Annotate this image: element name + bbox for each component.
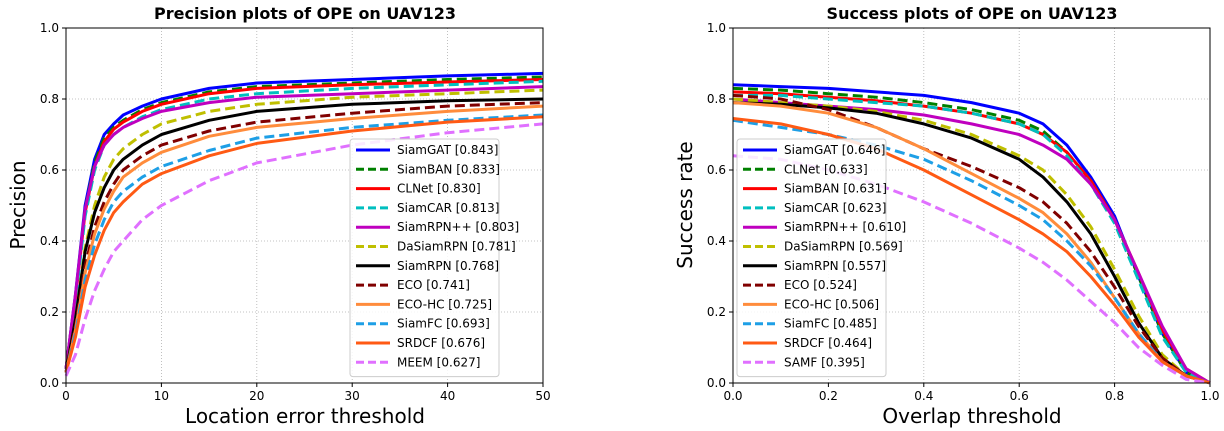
legend-label: ECO-HC [0.725]	[397, 297, 492, 311]
y-tick-label: 0.2	[707, 305, 726, 319]
legend-label: SAMF [0.395]	[784, 355, 865, 369]
series-line	[64, 122, 544, 377]
x-tick-label: 40	[440, 389, 455, 403]
success-chart: Success plots of OPE on UAV123 Overlap t…	[673, 4, 1220, 428]
legend-label: SiamFC [0.485]	[784, 317, 877, 331]
y-axis-label: Precision	[6, 160, 30, 249]
x-axis-label: Location error threshold	[185, 404, 425, 428]
series-line	[64, 97, 544, 373]
legend-label: DaSiamRPN [0.781]	[397, 240, 516, 254]
y-tick-label: 1.0	[40, 21, 59, 35]
legend-label: MEEM [0.627]	[397, 355, 480, 369]
x-tick-label: 10	[154, 389, 169, 403]
x-tick-label: 0.0	[723, 389, 742, 403]
y-tick-label: 0.0	[707, 376, 726, 390]
y-tick-label: 0.4	[707, 234, 726, 248]
x-axis-label: Overlap threshold	[882, 404, 1061, 428]
legend-label: SiamBAN [0.631]	[784, 182, 887, 196]
series-line	[64, 104, 544, 373]
series-line	[733, 93, 1211, 385]
legend-label: SiamGAT [0.646]	[784, 143, 885, 157]
legend-label: SiamRPN++ [0.803]	[397, 220, 519, 234]
x-tick-label: 30	[345, 389, 360, 403]
legend-label: SiamCAR [0.813]	[397, 201, 499, 215]
y-tick-label: 0.8	[40, 92, 59, 106]
y-tick-label: 0.8	[707, 92, 726, 106]
legend-label: SiamFC [0.693]	[397, 317, 490, 331]
x-tick-label: 0.8	[1105, 389, 1124, 403]
legend-label: ECO-HC [0.506]	[784, 297, 879, 311]
x-tick-label: 50	[535, 389, 550, 403]
x-tick-label: 0.4	[914, 389, 933, 403]
x-tick-label: 20	[249, 389, 264, 403]
legend-label: CLNet [0.633]	[784, 162, 868, 176]
y-tick-label: 0.6	[707, 163, 726, 177]
chart-title: Success plots of OPE on UAV123	[827, 4, 1118, 23]
x-tick-label: 1.0	[1200, 389, 1219, 403]
legend-label: DaSiamRPN [0.569]	[784, 240, 903, 254]
y-tick-label: 0.2	[40, 305, 59, 319]
legend-label: SiamCAR [0.623]	[784, 201, 886, 215]
legend-label: SRDCF [0.464]	[784, 336, 872, 350]
legend-label: CLNet [0.830]	[397, 182, 481, 196]
legend-label: SiamRPN [0.557]	[784, 259, 886, 273]
x-tick-label: 0.2	[819, 389, 838, 403]
legend: SiamGAT [0.646] CLNet [0.633] SiamBAN [0.6…	[736, 138, 906, 378]
y-tick-label: 0.6	[40, 163, 59, 177]
legend-label: ECO [0.741]	[397, 278, 470, 292]
x-tick-label: 0	[62, 389, 70, 403]
series-line	[64, 88, 544, 373]
series-line	[64, 113, 544, 373]
precision-chart: Precision plots of OPE on UAV123 Locatio…	[6, 4, 551, 428]
legend-label: SiamRPN++ [0.610]	[784, 220, 906, 234]
y-tick-label: 0.0	[40, 376, 59, 390]
legend-label: SiamRPN [0.768]	[397, 259, 499, 273]
series-line	[732, 93, 1211, 385]
legend: SiamGAT [0.843] SiamBAN [0.833] CLNet [0.8…	[349, 138, 519, 378]
legend-label: SiamBAN [0.833]	[397, 162, 500, 176]
legend-label: ECO [0.524]	[784, 278, 857, 292]
x-tick-label: 0.6	[1010, 389, 1029, 403]
series-line	[64, 101, 544, 373]
y-tick-label: 1.0	[707, 21, 726, 35]
y-tick-label: 0.4	[40, 234, 59, 248]
y-axis-label: Success rate	[673, 141, 697, 269]
legend-label: SRDCF [0.676]	[397, 336, 485, 350]
legend-box	[349, 138, 500, 378]
chart-title: Precision plots of OPE on UAV123	[154, 4, 456, 23]
plot-frame	[732, 27, 1211, 384]
series-line	[64, 115, 544, 373]
series-line	[64, 85, 544, 369]
plot-frame	[65, 27, 544, 384]
legend-box	[736, 138, 887, 378]
series-line	[732, 97, 1211, 385]
legend-label: SiamGAT [0.843]	[397, 143, 498, 157]
